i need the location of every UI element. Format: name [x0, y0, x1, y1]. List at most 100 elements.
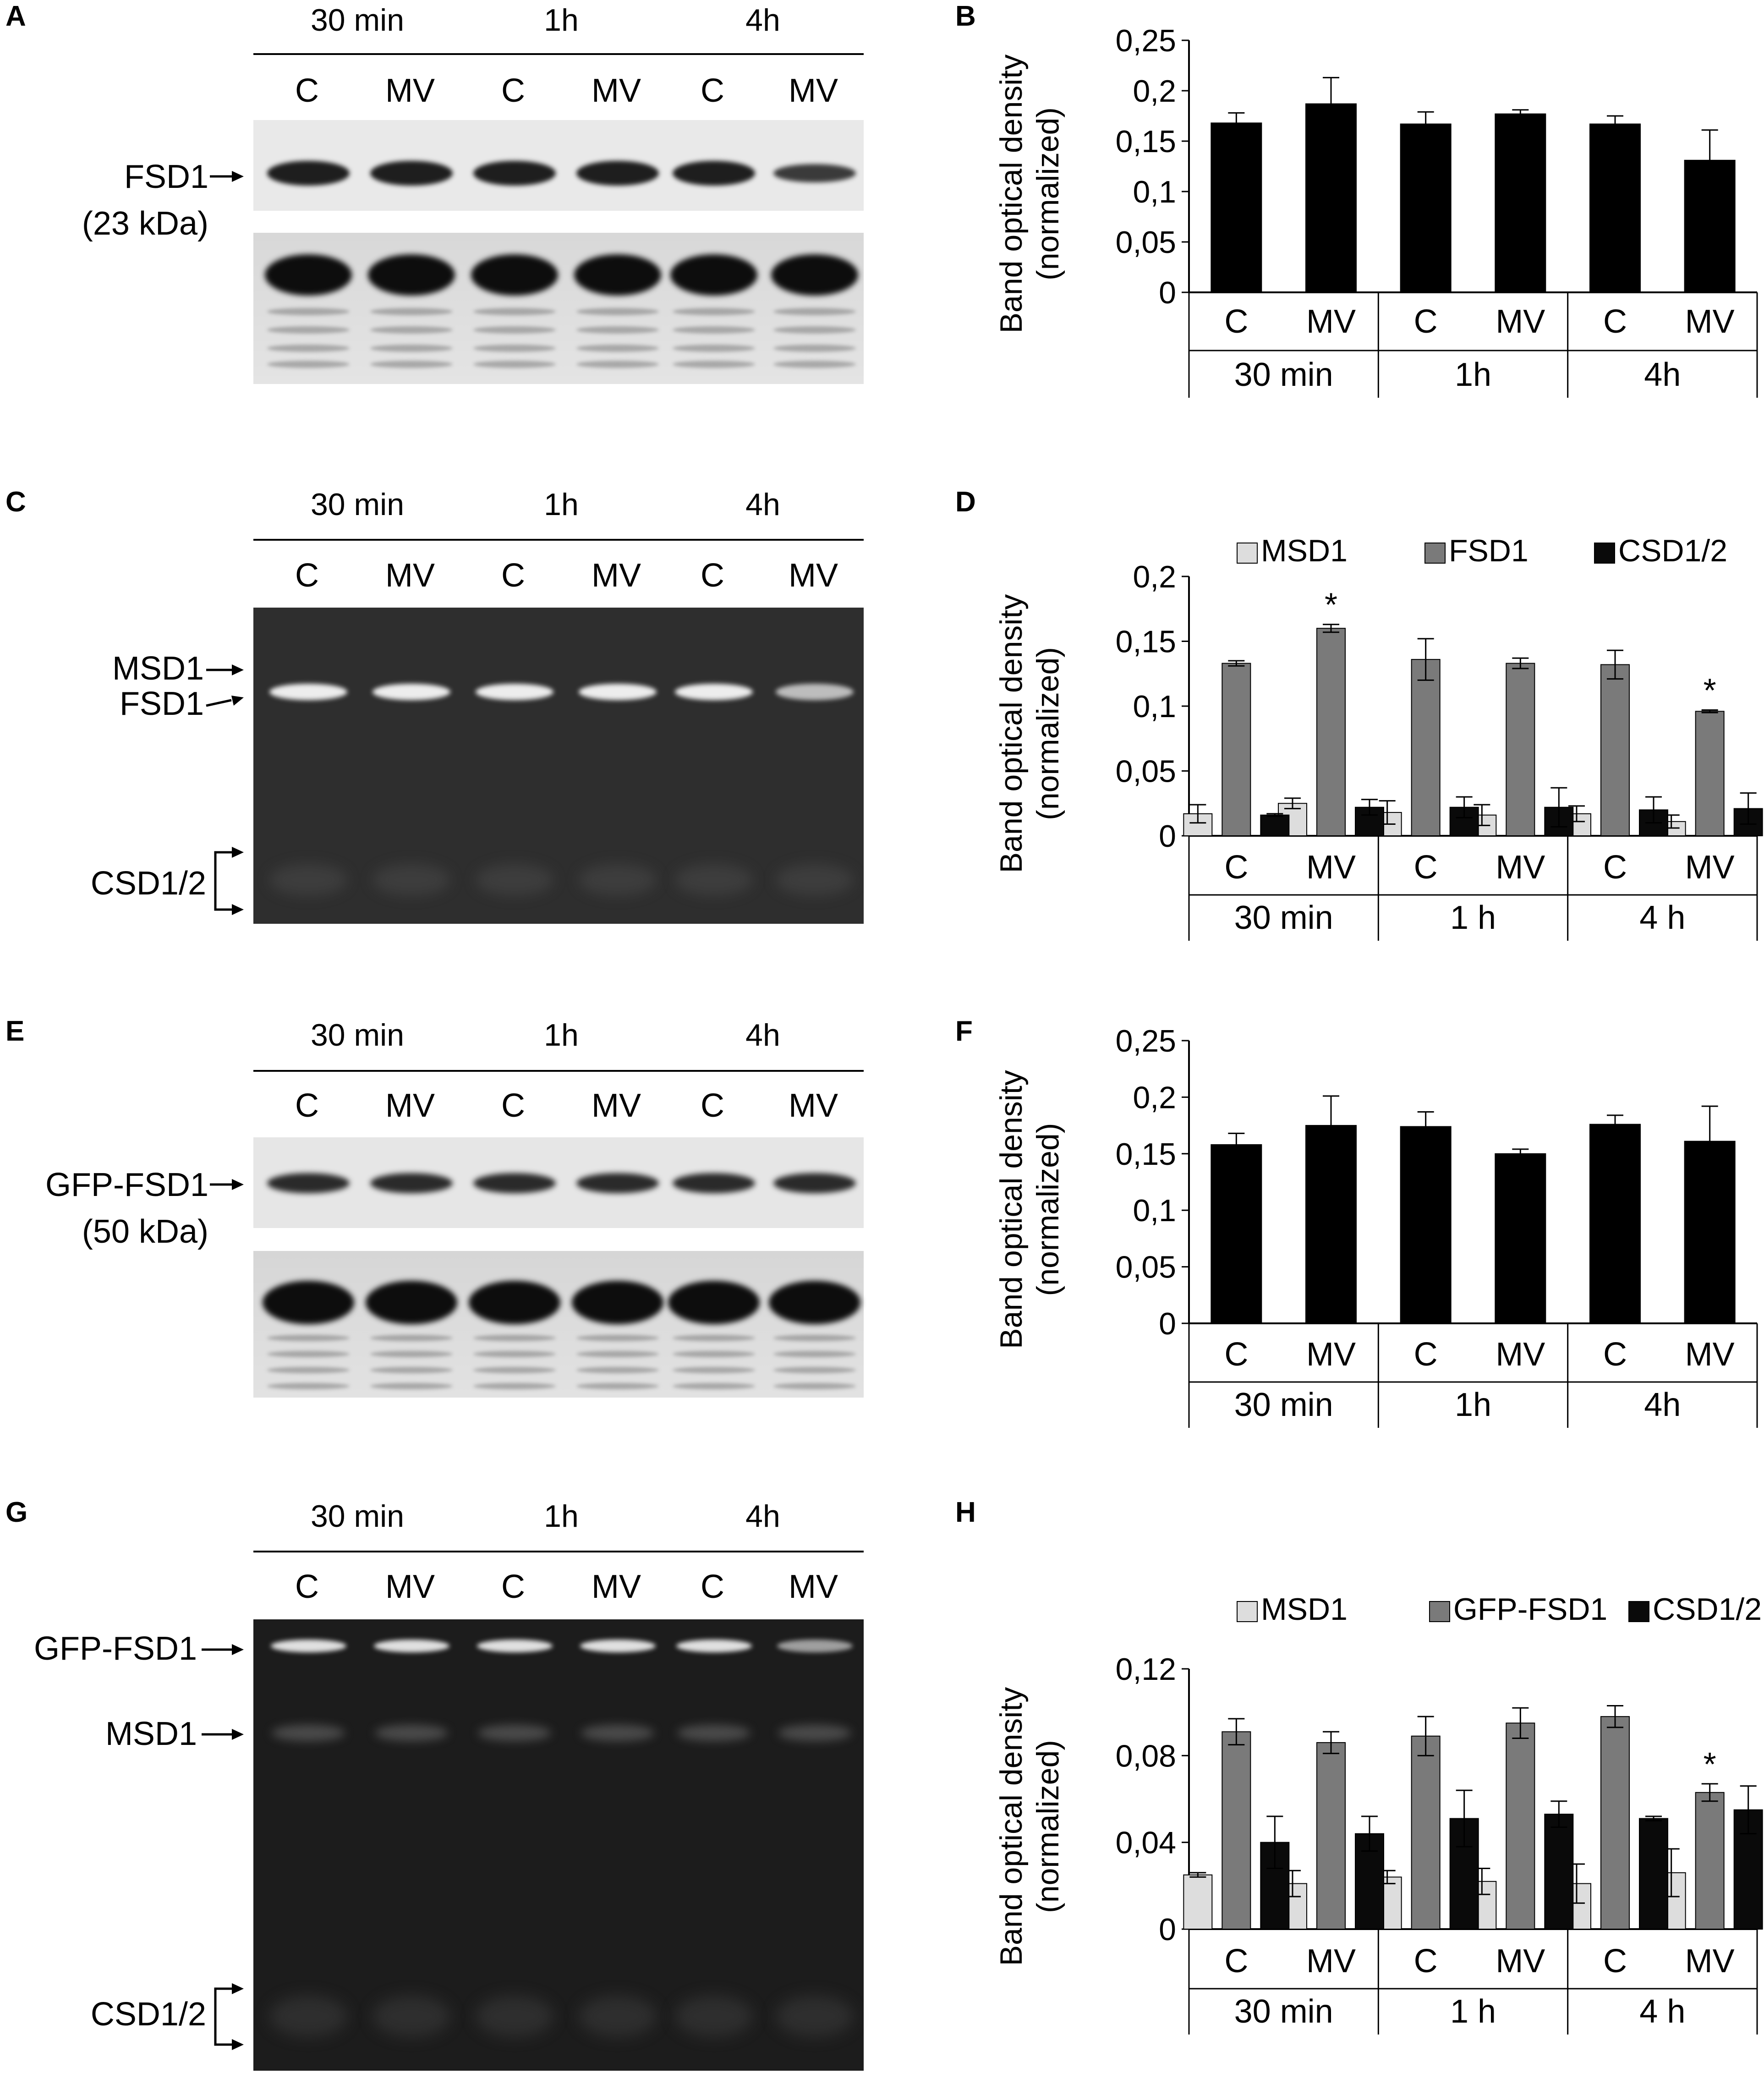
band-gfp-fsd1: [773, 1173, 856, 1193]
panel-letter-f: F: [955, 1015, 973, 1047]
x-group-label: 1 h: [1450, 899, 1496, 936]
x-group-label: 30 min: [1234, 1993, 1333, 2030]
y-tick-label: 0,05: [1116, 225, 1176, 260]
band-fsd1-activity: [373, 684, 450, 700]
band-fsd1-activity: [675, 684, 753, 700]
band-csd-activity: [269, 1996, 347, 2037]
bar: [1589, 123, 1641, 293]
band-loading-minor: [576, 1383, 659, 1389]
x-group-label: 30 min: [1234, 1387, 1333, 1423]
band-loading-minor: [267, 1367, 350, 1373]
band-loading-minor: [473, 326, 556, 334]
panel-letter-h: H: [955, 1497, 976, 1528]
band-loading-minor: [773, 1383, 856, 1389]
y-axis-subtitle: (normalized): [1030, 647, 1065, 820]
band-loading-minor: [370, 1383, 453, 1389]
bar: [1305, 1125, 1357, 1324]
y-tick-label: 0,15: [1116, 625, 1176, 659]
band-loading-minor: [370, 1351, 453, 1357]
band-fsd1: [370, 161, 453, 186]
y-tick-label: 0,15: [1116, 124, 1176, 159]
panel-letter-g: G: [5, 1497, 28, 1528]
bar: [1639, 1818, 1668, 1930]
x-category-label: C: [1224, 849, 1248, 886]
chart-F: 0 0,05 0,1 0,15 0,2 0,25 Band optical density(…: [994, 1024, 1758, 1428]
bar: [1411, 659, 1441, 836]
western-blot-gfp-fsd1: [253, 1137, 864, 1228]
x-category-label: MV: [1685, 849, 1735, 886]
significance-star: *: [1704, 672, 1716, 709]
x-category-label: C: [1414, 1336, 1438, 1373]
bar: [1589, 1124, 1641, 1324]
band-loading-minor: [370, 326, 453, 334]
bar: [1222, 1731, 1251, 1930]
bar: [1600, 664, 1630, 836]
band-fsd1-activity: [476, 684, 553, 700]
x-category-label: MV: [1306, 1943, 1356, 1980]
y-tick-label: 0,25: [1116, 23, 1176, 58]
bar: [1449, 1818, 1479, 1930]
band-csd-activity: [675, 1996, 753, 2037]
band-msd1-activity: [272, 1725, 345, 1741]
y-axis-subtitle: (normalized): [1030, 1740, 1065, 1913]
legend-label: CSD1/2: [1653, 1592, 1762, 1627]
band-csd-activity: [476, 864, 553, 896]
band-loading-minor: [267, 345, 350, 352]
band-csd-activity: [776, 1996, 854, 2037]
x-group-label: 4h: [1644, 1387, 1681, 1423]
x-group-label: 30 min: [1234, 356, 1333, 393]
band-loading-minor: [473, 1383, 556, 1389]
band-fsd1: [267, 161, 350, 186]
bar: [1506, 1722, 1535, 1930]
band-gfp-fsd1: [473, 1173, 556, 1193]
band-loading-minor: [576, 1367, 659, 1373]
bar: [1695, 1792, 1725, 1930]
significance-star: *: [1704, 1746, 1716, 1783]
band-loading-minor: [773, 1367, 856, 1373]
band-fsd1: [473, 161, 556, 186]
band-loading-minor: [473, 1367, 556, 1373]
band-loading-main: [771, 254, 858, 296]
x-group-label: 4 h: [1639, 899, 1685, 936]
band-loading-main: [574, 254, 661, 296]
x-group-label: 1 h: [1450, 1993, 1496, 2030]
bar: [1684, 1141, 1736, 1324]
band-loading-minor: [267, 1335, 350, 1341]
legend-label: MSD1: [1261, 533, 1348, 568]
band-msd1-activity: [478, 1725, 551, 1741]
band-loading-minor: [267, 326, 350, 334]
x-category-label: MV: [1496, 849, 1545, 886]
bar: [1183, 1874, 1213, 1930]
band-fsd1: [673, 161, 755, 186]
y-axis-title: Band optical density: [994, 594, 1029, 873]
band-loading-minor: [370, 1335, 453, 1341]
chart-B: 0 0,05 0,1 0,15 0,2 0,25 Band optical density(…: [994, 23, 1758, 398]
bar: [1260, 814, 1290, 836]
y-tick-label: 0,25: [1116, 1024, 1176, 1058]
loading-control-e: [253, 1251, 864, 1398]
band-gfp-fsd1-activity: [580, 1640, 656, 1652]
chart-D: 0 0,05 0,1 0,15 0,2 Band optical density (norm…: [994, 533, 1763, 941]
y-tick-label: 0,2: [1133, 74, 1176, 109]
y-tick-label: 0: [1159, 275, 1176, 310]
zymogram-c: [253, 608, 864, 924]
panel-letter-b: B: [955, 0, 976, 32]
band-csd-activity: [675, 864, 753, 896]
bar: [1695, 711, 1725, 836]
x-category-label: C: [1224, 303, 1248, 340]
band-gfp-fsd1-activity: [477, 1640, 553, 1652]
x-group-label: 4 h: [1639, 1993, 1685, 2030]
band-fsd1: [576, 161, 659, 186]
x-group-label: 1h: [1455, 356, 1491, 393]
band-loading-minor: [370, 308, 453, 315]
band-loading-minor: [773, 361, 856, 368]
band-gfp-fsd1-activity: [676, 1640, 752, 1652]
y-axis-subtitle: (normalized): [1030, 1123, 1065, 1296]
bar: [1544, 1814, 1574, 1930]
bar: [1316, 1742, 1346, 1930]
band-loading-minor: [473, 308, 556, 315]
band-loading-minor: [773, 1335, 856, 1341]
band-loading-minor: [576, 361, 659, 368]
bar: [1211, 122, 1262, 293]
